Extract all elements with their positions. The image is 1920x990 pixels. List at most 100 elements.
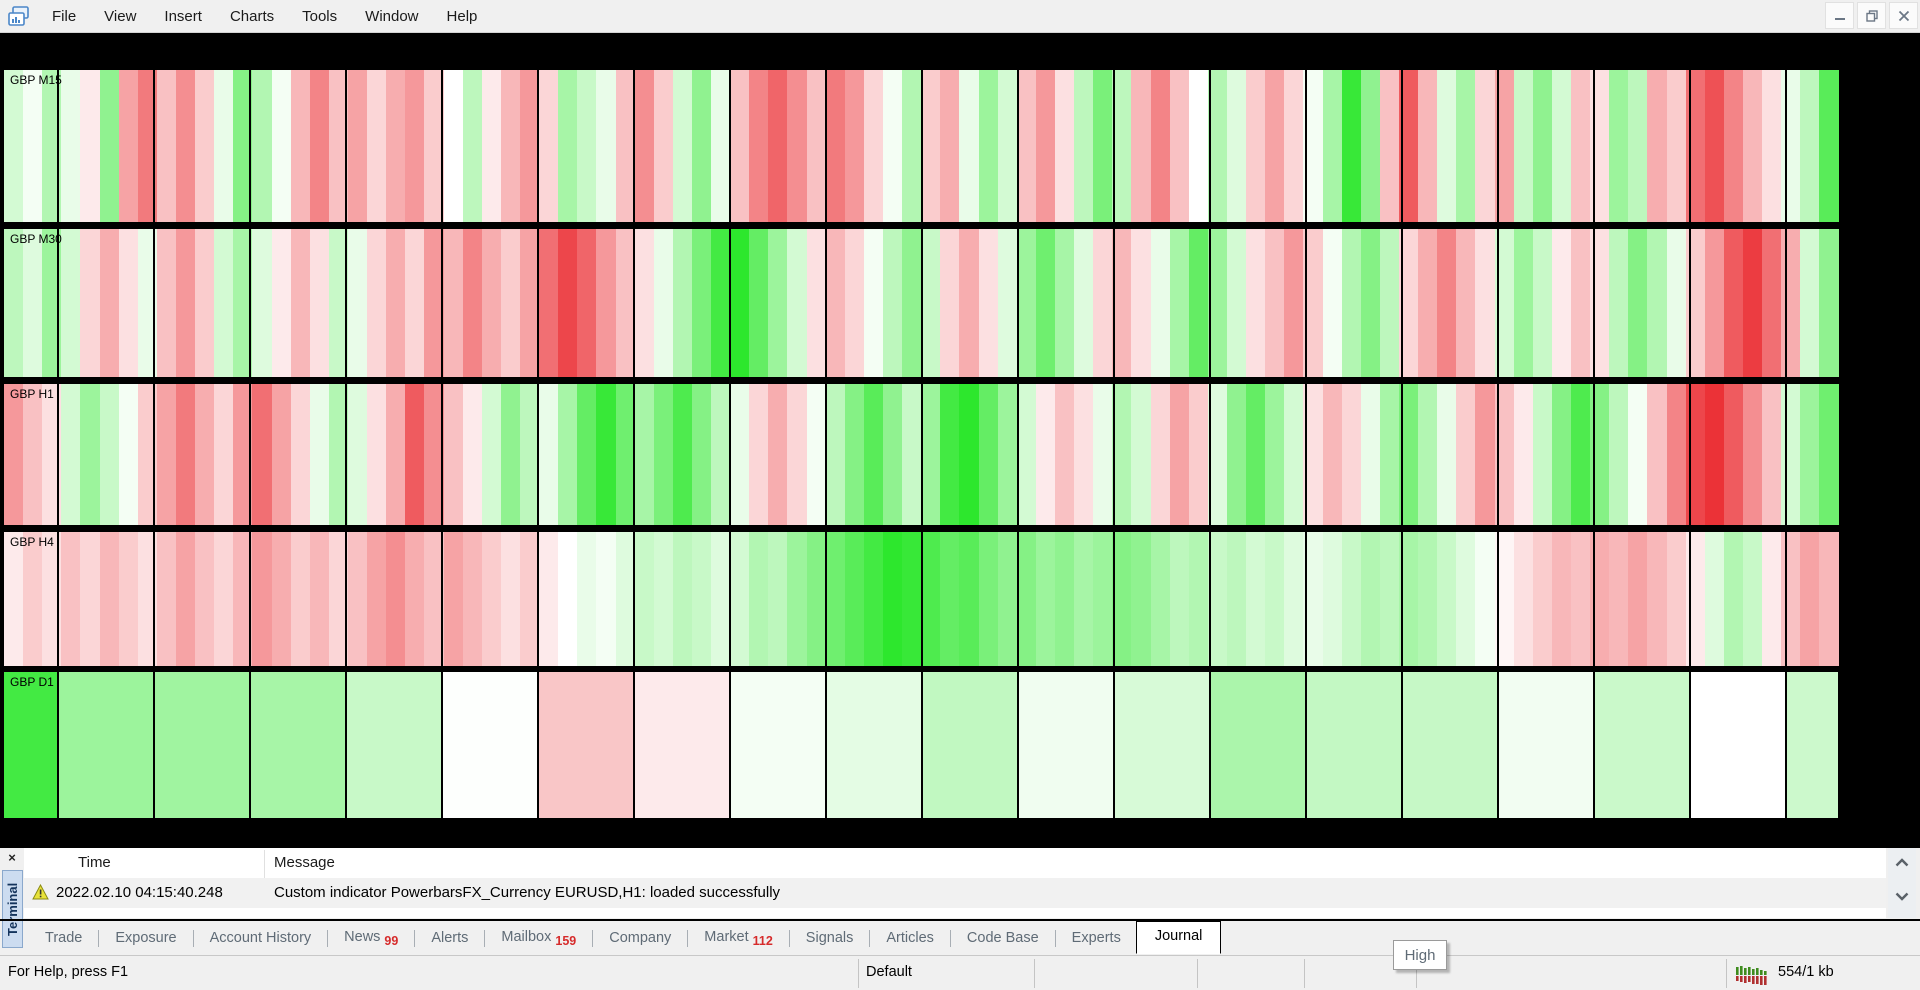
menu-item-tools[interactable]: Tools [302,7,338,25]
column-header-message[interactable]: Message [274,854,335,871]
powerbar-stripe [844,384,864,525]
powerbar-stripe [1590,70,1610,222]
powerbar-stripe [137,70,157,222]
menu-item-help[interactable]: Help [446,7,478,25]
powerbar-stripe [290,384,310,525]
powerbar-stripe [1570,229,1591,377]
tab-unread-badge: 112 [752,933,773,948]
powerbar-stripe [997,532,1017,666]
powerbar-stripe [1418,229,1438,377]
terminal-tab-articles[interactable]: Articles [871,924,949,952]
chart-area[interactable]: GBP M15 GBP M30 GBP H1 GBP H4 GBP D1 [0,34,1920,846]
powerbar-stripe [1303,70,1323,222]
powerbar-stripe [1246,384,1266,525]
powerbar-stripe [806,384,826,525]
powerbar-stripe [1360,229,1380,377]
powerbar-stripe [1093,384,1113,525]
log-scrollbar[interactable] [1888,848,1916,918]
powerbar-stripe [80,532,100,666]
status-divider [1726,959,1727,988]
powerbar-stripe [1074,229,1094,377]
powerbar-stripe [691,70,712,222]
powerbar-stripe [844,532,864,666]
powerbar-stripe [921,384,941,525]
powerbar-stripe [596,70,616,222]
powerbar-stripe [443,70,463,222]
column-header-time[interactable]: Time [78,854,111,871]
chevron-down-icon [1895,892,1909,901]
terminal-tab-company[interactable]: Company [594,924,686,952]
terminal-tab-exposure[interactable]: Exposure [100,924,191,952]
powerbar-stripe [787,384,807,525]
terminal-tab-signals[interactable]: Signals [791,924,869,952]
close-button[interactable] [1889,2,1918,29]
terminal-tab-mailbox[interactable]: Mailbox 159 [486,923,591,954]
restore-button[interactable] [1857,2,1886,29]
powerbar-stripe [441,672,537,818]
powerbar-stripe [1800,384,1820,525]
powerbar-stripe [634,532,654,666]
powerbar-stripe [902,532,922,666]
journal-log-list[interactable]: Time Message 2022.02.10 04:15:40.248 Cus… [24,848,1886,918]
powerbar-stripe [711,532,731,666]
terminal-vertical-tab[interactable]: Terminal [2,870,23,948]
powerbar-stripe [1781,532,1801,666]
terminal-tab-trade[interactable]: Trade [30,924,97,952]
powerbar-stripe [730,532,750,666]
powerbar-stripe [1112,532,1132,666]
scroll-up-button[interactable] [1888,848,1916,876]
powerbar-stripe [347,532,368,666]
traffic-bars-icon [1736,966,1767,985]
status-profile[interactable]: Default [866,964,912,980]
powerbar-stripe [1742,70,1763,222]
powerbar-stripe [1188,70,1208,222]
terminal-tab-code-base[interactable]: Code Base [952,924,1054,952]
powerbar-stripe [1035,532,1056,666]
band-gbp-h1[interactable] [4,384,1839,525]
powerbar-stripe [386,384,406,525]
powerbar-stripe [1188,229,1208,377]
band-gbp-d1[interactable] [4,672,1838,818]
tab-label: Market [704,928,749,945]
terminal-tab-news[interactable]: News 99 [329,923,413,954]
powerbar-stripe [1532,532,1552,666]
log-row[interactable]: 2022.02.10 04:15:40.248 Custom indicator… [24,878,1886,908]
minimize-icon [1834,17,1845,20]
powerbar-stripe [1762,532,1782,666]
powerbar-stripe [462,229,482,377]
menu-item-window[interactable]: Window [365,7,419,25]
terminal-tab-alerts[interactable]: Alerts [416,924,483,952]
powerbar-stripe [99,384,119,525]
terminal-tab-account-history[interactable]: Account History [195,924,327,952]
powerbar-stripe [1532,384,1552,525]
powerbar-stripe [539,384,559,525]
menu-item-insert[interactable]: Insert [164,7,202,25]
scroll-down-button[interactable] [1888,882,1916,910]
menu-item-file[interactable]: File [52,7,77,25]
powerbar-stripe [153,672,249,818]
tab-divider [949,929,951,947]
band-gbp-m30[interactable] [4,229,1839,377]
powerbar-stripe [749,229,769,377]
powerbar-stripe [99,532,119,666]
terminal-tab-journal[interactable]: Journal [1135,921,1222,954]
powerbar-stripe [768,384,788,525]
menu-item-charts[interactable]: Charts [229,7,275,25]
terminal-tab-experts[interactable]: Experts [1057,924,1136,952]
powerbar-stripe [1322,532,1342,666]
band-gbp-h4[interactable] [4,532,1839,666]
minimize-button[interactable] [1825,2,1854,29]
terminal-tab-market[interactable]: Market 112 [689,923,788,954]
powerbar-stripe [1284,384,1304,525]
powerbar-stripe [959,384,979,525]
terminal-close-button[interactable]: × [8,850,16,865]
powerbar-stripe [1666,229,1686,377]
menu-item-view[interactable]: View [104,7,137,25]
powerbar-stripe [462,70,482,222]
powerbar-stripe [1689,672,1785,818]
powerbar-stripe [1704,532,1724,666]
powerbar-stripe [863,384,884,525]
band-gbp-m15[interactable] [4,70,1839,222]
tab-label: Alerts [431,930,469,946]
log-row-message: Custom indicator PowerbarsFX_Currency EU… [274,884,781,901]
